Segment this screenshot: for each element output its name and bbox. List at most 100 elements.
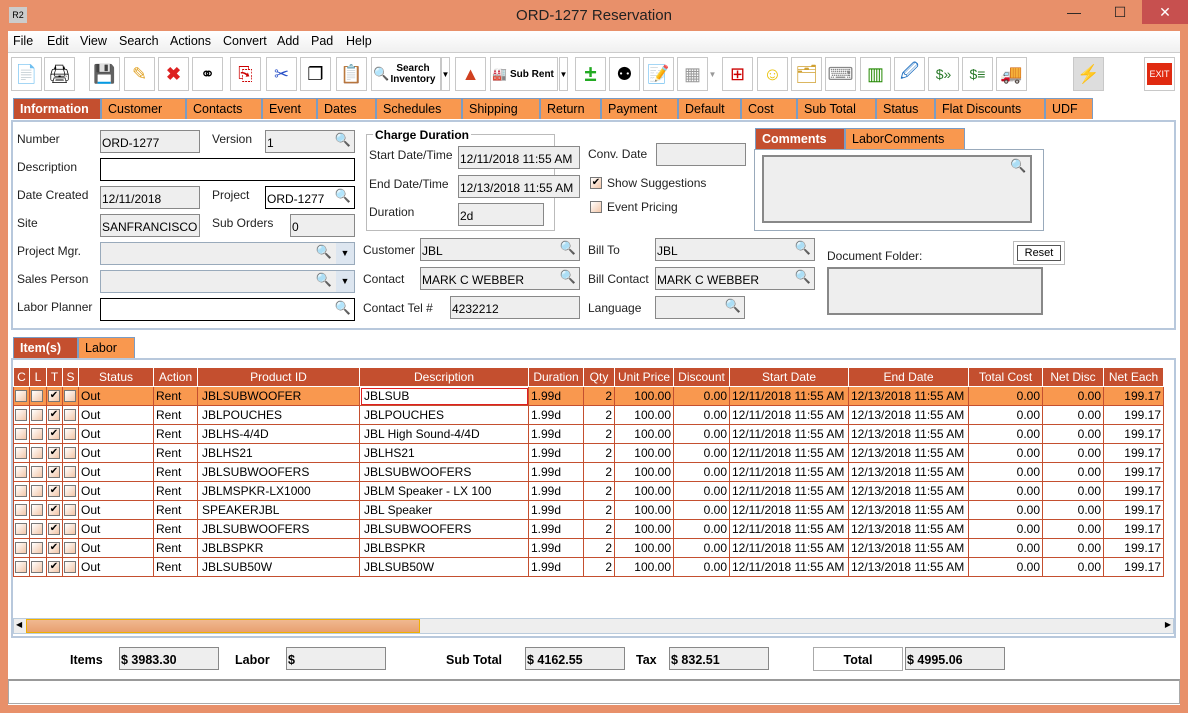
s-checkbox[interactable] <box>64 542 76 554</box>
duration-cell[interactable]: 1.99d <box>528 538 584 558</box>
l-checkbox[interactable] <box>31 485 43 497</box>
start-date-cell[interactable]: 12/11/2018 11:55 AM <box>729 405 849 425</box>
c-checkbox[interactable] <box>15 447 27 459</box>
c-checkbox[interactable] <box>15 561 27 573</box>
t-checkbox[interactable]: ✔ <box>48 447 60 459</box>
unit-price-cell[interactable]: 100.00 <box>614 443 674 463</box>
duration-cell[interactable]: 1.99d <box>528 481 584 501</box>
s-checkbox[interactable] <box>64 485 76 497</box>
folder-clock-icon[interactable]: 🗂 <box>791 57 822 91</box>
tab-flat-discounts[interactable]: Flat Discounts <box>935 98 1045 119</box>
product-id-cell[interactable]: JBLPOUCHES <box>197 405 360 425</box>
bill-to-field[interactable]: JBL 🔍 <box>655 238 815 261</box>
net-each-cell[interactable]: 199.17 <box>1103 519 1164 539</box>
end-date-cell[interactable]: 12/13/2018 11:55 AM <box>848 557 969 577</box>
unit-price-cell[interactable]: 100.00 <box>614 500 674 520</box>
contact-field[interactable]: MARK C WEBBER 🔍 <box>420 267 580 290</box>
qty-cell[interactable]: 2 <box>583 462 615 482</box>
maximize-button[interactable]: ☐ <box>1113 4 1127 20</box>
c-checkbox[interactable] <box>15 504 27 516</box>
scrollbar-thumb[interactable] <box>26 619 420 633</box>
conv-date-field[interactable] <box>656 143 746 166</box>
s-checkbox[interactable] <box>64 428 76 440</box>
net-disc-cell[interactable]: 0.00 <box>1042 481 1104 501</box>
save-icon[interactable]: 💾 <box>89 57 120 91</box>
tab-comments[interactable]: Comments <box>755 128 845 149</box>
exit-button[interactable]: EXIT <box>1147 63 1172 85</box>
edit-document-icon[interactable]: 🖉 <box>894 57 925 91</box>
hierarchy-icon[interactable]: ⊞ <box>722 57 753 91</box>
lightning-icon[interactable]: ⚡ <box>1073 57 1104 91</box>
column-header[interactable]: Duration <box>528 367 584 387</box>
discount-cell[interactable]: 0.00 <box>673 405 730 425</box>
chevron-down-icon[interactable]: ▼ <box>336 271 354 292</box>
s-checkbox[interactable] <box>64 409 76 421</box>
column-header[interactable]: S <box>62 367 79 387</box>
copy-icon[interactable]: ❐ <box>300 57 331 91</box>
column-header[interactable]: Net Disc <box>1042 367 1104 387</box>
s-checkbox[interactable] <box>64 523 76 535</box>
action-cell[interactable]: Rent <box>153 519 198 539</box>
table-row[interactable]: ✔ Out Rent SPEAKERJBL JBL Speaker 1.99d 2 100.0… <box>13 500 1164 520</box>
menu-help[interactable]: Help <box>346 34 372 48</box>
language-field[interactable]: 🔍 <box>655 296 745 319</box>
menu-file[interactable]: File <box>13 34 34 48</box>
t-checkbox[interactable]: ✔ <box>48 390 60 402</box>
l-checkbox[interactable] <box>31 504 43 516</box>
bill-contact-field[interactable]: MARK C WEBBER 🔍 <box>655 267 815 290</box>
description-cell[interactable]: JBLSUBWOOFERS <box>359 519 529 539</box>
tab-status[interactable]: Status <box>876 98 935 119</box>
action-cell[interactable]: Rent <box>153 538 198 558</box>
payment-forward-icon[interactable]: $» <box>928 57 959 91</box>
net-disc-cell[interactable]: 0.00 <box>1042 443 1104 463</box>
sales-person-select[interactable]: 🔍 ▼ <box>100 270 355 293</box>
tab-customer[interactable]: Customer <box>101 98 186 119</box>
action-cell[interactable]: Rent <box>153 443 198 463</box>
l-checkbox[interactable] <box>31 561 43 573</box>
description-cell[interactable]: JBLHS21 <box>359 443 529 463</box>
l-checkbox[interactable] <box>31 409 43 421</box>
menu-edit[interactable]: Edit <box>47 34 69 48</box>
total-cost-cell[interactable]: 0.00 <box>968 405 1043 425</box>
t-checkbox[interactable]: ✔ <box>48 485 60 497</box>
column-header[interactable]: Unit Price <box>614 367 674 387</box>
t-checkbox[interactable]: ✔ <box>48 523 60 535</box>
notepad-edit-icon[interactable]: 📝 <box>643 57 674 91</box>
net-each-cell[interactable]: 199.17 <box>1103 424 1164 444</box>
unit-price-cell[interactable]: 100.00 <box>614 538 674 558</box>
end-date-cell[interactable]: 12/13/2018 11:55 AM <box>848 481 969 501</box>
product-id-cell[interactable]: JBLHS21 <box>197 443 360 463</box>
show-suggestions-checkbox[interactable]: ✔ <box>590 177 602 189</box>
table-row[interactable]: ✔ Out Rent JBLSUB50W JBLSUB50W 1.99d 2 100.00 0.… <box>13 557 1164 577</box>
unit-price-cell[interactable]: 100.00 <box>614 424 674 444</box>
t-checkbox[interactable]: ✔ <box>48 466 60 478</box>
action-cell[interactable]: Rent <box>153 557 198 577</box>
print-icon[interactable]: 🖨 <box>44 57 75 91</box>
column-header[interactable]: C <box>13 367 30 387</box>
description-cell[interactable]: JBLSUBWOOFERS <box>359 462 529 482</box>
column-header[interactable]: Discount <box>673 367 730 387</box>
t-checkbox[interactable]: ✔ <box>48 409 60 421</box>
search-icon[interactable]: 🔍 <box>724 298 741 313</box>
l-checkbox[interactable] <box>31 542 43 554</box>
discount-cell[interactable]: 0.00 <box>673 538 730 558</box>
sub-rent-button[interactable]: 🏭 Sub Rent <box>490 57 558 91</box>
status-cell[interactable]: Out <box>78 405 154 425</box>
table-row[interactable]: ✔ Out Rent JBLSUBWOOFERS JBLSUBWOOFERS 1.99d 2… <box>13 519 1164 539</box>
qty-cell[interactable]: 2 <box>583 481 615 501</box>
calendar-icon[interactable]: ▦ <box>677 57 708 91</box>
search-icon[interactable]: 🔍 <box>794 269 811 284</box>
comments-textarea[interactable] <box>762 155 1032 223</box>
t-checkbox[interactable]: ✔ <box>48 504 60 516</box>
search-icon[interactable]: 🔍 <box>1010 158 1027 173</box>
action-cell[interactable]: Rent <box>153 481 198 501</box>
sub-rent-dropdown[interactable]: ▼ <box>559 57 568 91</box>
status-cell[interactable]: Out <box>78 462 154 482</box>
status-cell[interactable]: Out <box>78 519 154 539</box>
unit-price-cell[interactable]: 100.00 <box>614 405 674 425</box>
scroll-left-arrow-icon[interactable]: ◀ <box>16 620 23 629</box>
product-id-cell[interactable]: JBLSUB50W <box>197 557 360 577</box>
description-cell[interactable]: JBLSUB50W <box>359 557 529 577</box>
event-pricing-checkbox[interactable] <box>590 201 602 213</box>
action-cell[interactable]: Rent <box>153 424 198 444</box>
